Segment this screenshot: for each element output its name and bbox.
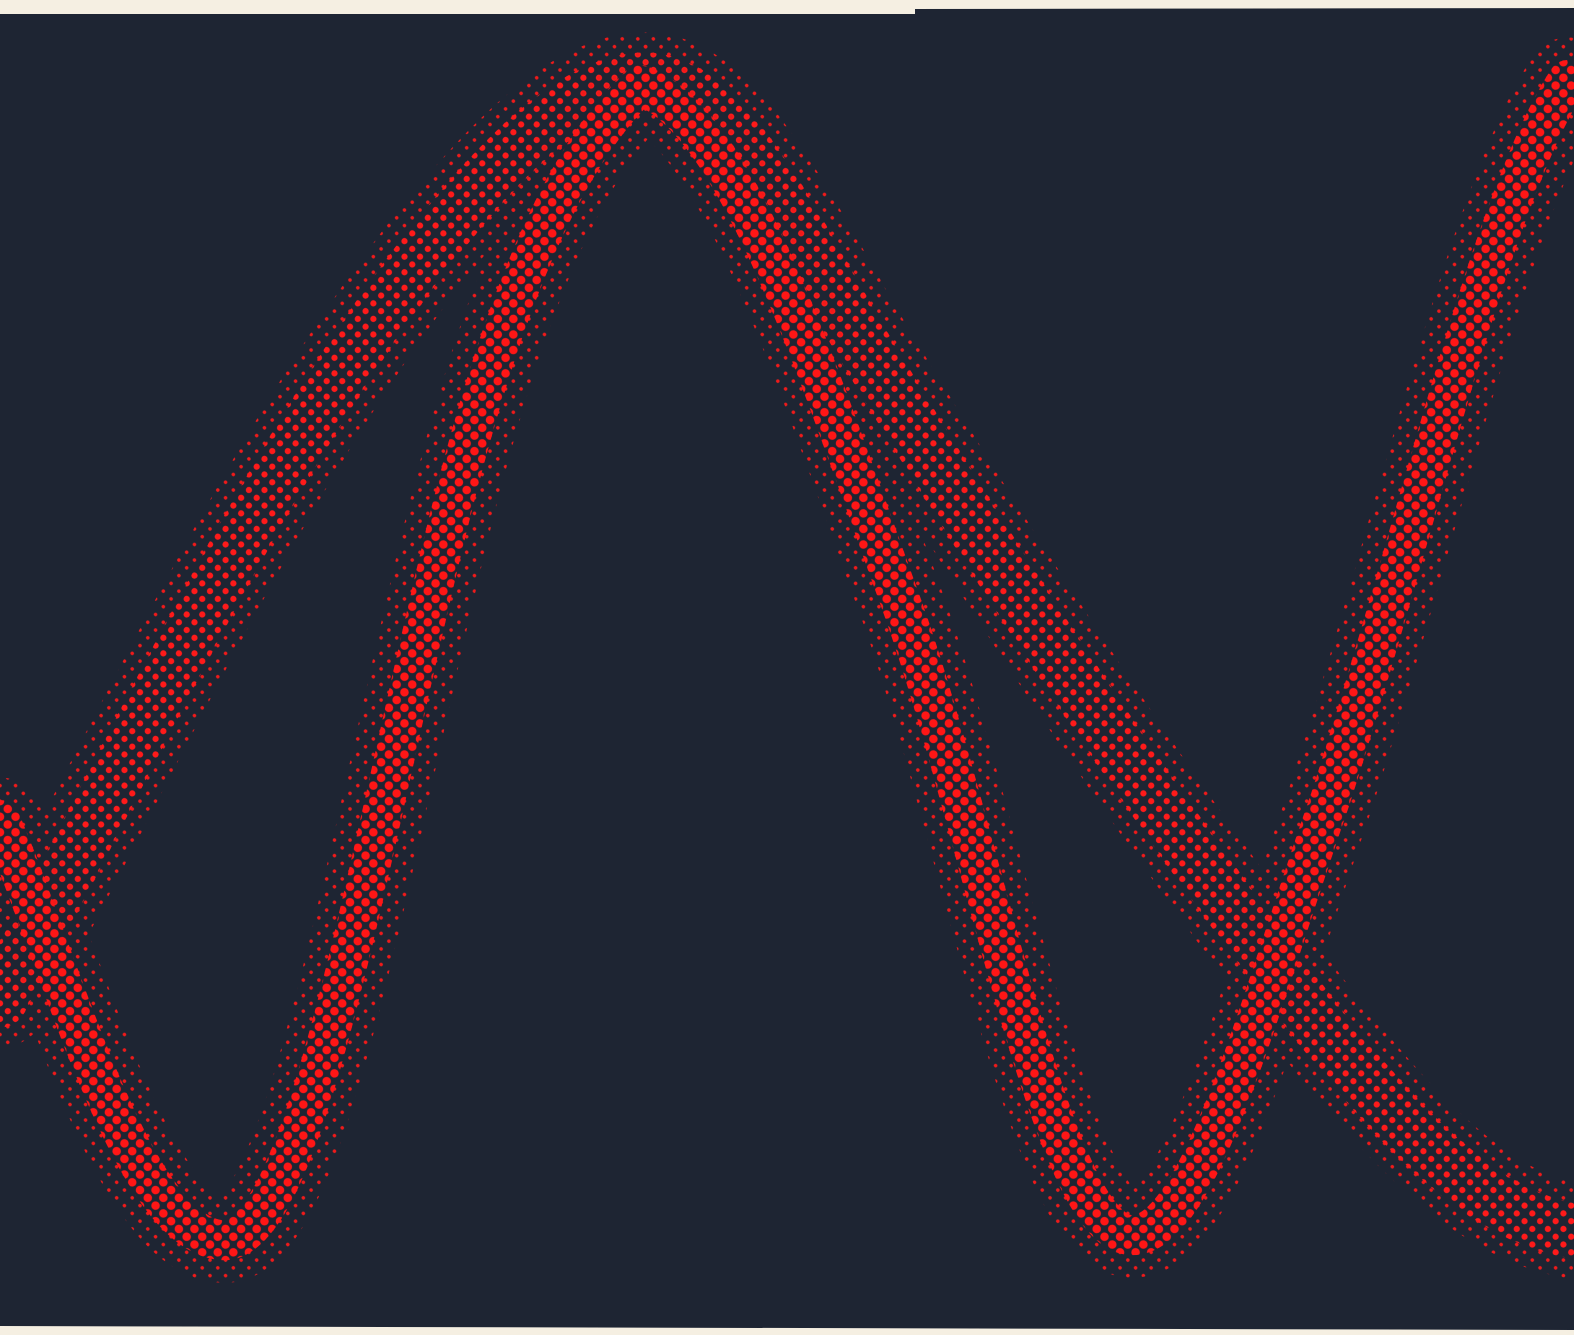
artwork [0,0,1574,1335]
page [0,0,1574,1335]
